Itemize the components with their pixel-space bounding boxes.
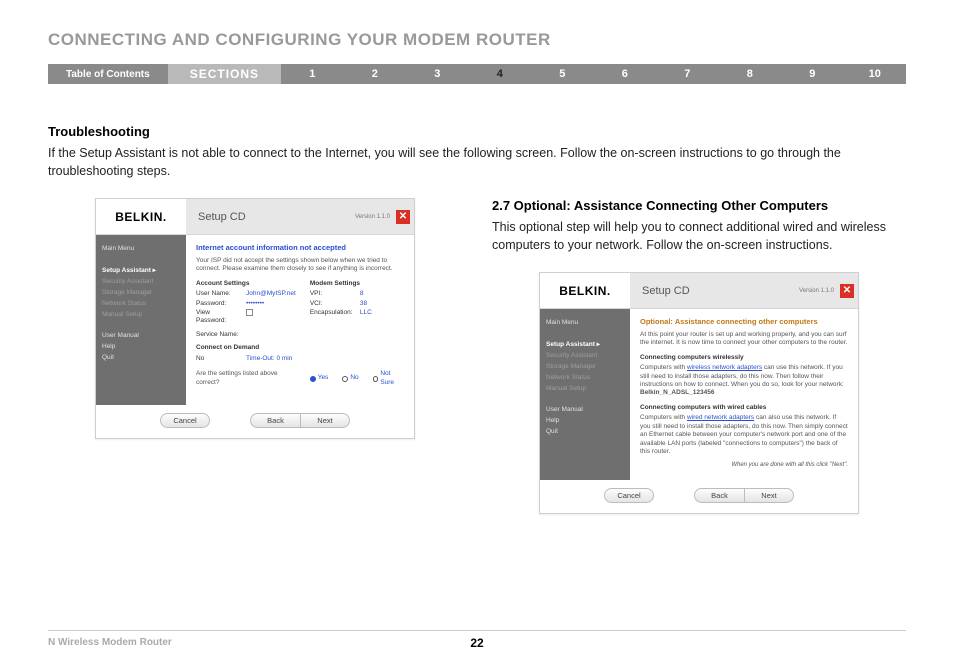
radio-yes[interactable]: Yes: [310, 374, 329, 382]
close-icon[interactable]: ✕: [840, 284, 854, 298]
section-1[interactable]: 1: [281, 64, 344, 84]
footer-product: N Wireless Modem Router: [48, 637, 172, 648]
sidebar-item-main-menu[interactable]: Main Menu: [546, 317, 624, 328]
sidebar-item-security-assistant[interactable]: Security Assistant: [546, 350, 624, 361]
connect-label: No: [196, 355, 242, 363]
wireless-body: Computers with wireless network adapters…: [640, 364, 848, 398]
encap-value: LLC: [360, 309, 372, 317]
sidebar-item-user-manual[interactable]: User Manual: [102, 330, 180, 341]
sidebar-item-manual-setup[interactable]: Manual Setup: [546, 383, 624, 394]
version-label: Version 1.1.0: [799, 288, 834, 294]
settings-correct-question: Are the settings listed above correct?: [196, 370, 296, 387]
sidebar-item-setup-assistant[interactable]: Setup Assistant ▸: [102, 264, 180, 276]
back-button[interactable]: Back: [694, 488, 744, 503]
wired-body: Computers with wired network adapters ca…: [640, 414, 848, 456]
modem-settings-head: Modem Settings: [310, 280, 404, 288]
sidebar-item-quit[interactable]: Quit: [102, 352, 180, 363]
sidebar-item-help[interactable]: Help: [102, 341, 180, 352]
wired-head: Connecting computers with wired cables: [640, 404, 848, 412]
vci-value: 38: [360, 300, 367, 308]
section-nav: Table of Contents SECTIONS 1 2 3 4 5 6 7…: [48, 64, 906, 84]
radio-no[interactable]: No: [342, 374, 358, 382]
sidebar-item-storage-manager[interactable]: Storage Manager: [546, 361, 624, 372]
sidebar-item-user-manual[interactable]: User Manual: [546, 404, 624, 415]
sidebar-item-manual-setup[interactable]: Manual Setup: [102, 309, 180, 320]
toc-link[interactable]: Table of Contents: [48, 64, 168, 84]
footer-page-number: 22: [470, 636, 483, 650]
page-footer: N Wireless Modem Router 22: [48, 630, 906, 648]
body-text-right: This optional step will help you to conn…: [492, 219, 906, 254]
section-10[interactable]: 10: [844, 64, 907, 84]
password-label: Password:: [196, 300, 242, 308]
sidebar-item-storage-manager[interactable]: Storage Manager: [102, 287, 180, 298]
section-8[interactable]: 8: [719, 64, 782, 84]
cancel-button[interactable]: Cancel: [604, 488, 654, 503]
section-6[interactable]: 6: [594, 64, 657, 84]
vci-label: VCI:: [310, 300, 356, 308]
section-5[interactable]: 5: [531, 64, 594, 84]
close-icon[interactable]: ✕: [396, 210, 410, 224]
pane-intro: At this point your router is set up and …: [640, 331, 848, 348]
connect-on-demand-head: Connect on Demand: [196, 344, 296, 352]
next-button[interactable]: Next: [300, 413, 350, 428]
sidebar-item-help[interactable]: Help: [546, 415, 624, 426]
wizard-title: Setup CD: [198, 211, 246, 223]
wizard-connect-others: BELKIN. Setup CD Version 1.1.0 ✕ Main Me…: [539, 272, 859, 514]
sidebar-item-network-status[interactable]: Network Status: [102, 298, 180, 309]
done-note: When you are done with all this click "N…: [640, 462, 848, 470]
subhead-optional: 2.7 Optional: Assistance Connecting Othe…: [492, 198, 906, 213]
network-name: Belkin_N_ADSL_123456: [640, 389, 714, 396]
section-7[interactable]: 7: [656, 64, 719, 84]
next-button[interactable]: Next: [744, 488, 794, 503]
pane-title: Internet account information not accepte…: [196, 243, 404, 253]
wizard-title: Setup CD: [642, 285, 690, 297]
username-value: John@MyISP.net: [246, 290, 296, 298]
belkin-logo: BELKIN.: [540, 284, 630, 298]
pane-title: Optional: Assistance connecting other co…: [640, 317, 848, 327]
sidebar-item-setup-assistant[interactable]: Setup Assistant ▸: [546, 338, 624, 350]
body-text-left: If the Setup Assistant is not able to co…: [48, 145, 906, 180]
cancel-button[interactable]: Cancel: [160, 413, 210, 428]
sections-label: SECTIONS: [168, 64, 281, 84]
sidebar-item-security-assistant[interactable]: Security Assistant: [102, 276, 180, 287]
section-3[interactable]: 3: [406, 64, 469, 84]
subhead-troubleshooting: Troubleshooting: [48, 124, 906, 139]
version-label: Version 1.1.0: [355, 214, 390, 220]
view-password-label: View Password:: [196, 309, 242, 326]
wireless-adapters-link[interactable]: wireless network adapters: [687, 364, 762, 371]
wireless-head: Connecting computers wirelessly: [640, 354, 848, 362]
encap-label: Encapsulation:: [310, 309, 356, 317]
vpi-value: 8: [360, 290, 364, 298]
view-password-checkbox[interactable]: [246, 309, 253, 316]
back-button[interactable]: Back: [250, 413, 300, 428]
sidebar-item-network-status[interactable]: Network Status: [546, 372, 624, 383]
pane-subtext: Your ISP did not accept the settings sho…: [196, 257, 404, 274]
account-settings-head: Account Settings: [196, 280, 296, 288]
wizard-sidebar: Main Menu Setup Assistant ▸ Security Ass…: [96, 235, 186, 405]
section-9[interactable]: 9: [781, 64, 844, 84]
connect-value: Time-Out: 0 min: [246, 355, 292, 363]
wired-adapters-link[interactable]: wired network adapters: [687, 414, 754, 421]
sidebar-item-main-menu[interactable]: Main Menu: [102, 243, 180, 254]
wizard-troubleshooting: BELKIN. Setup CD Version 1.1.0 ✕ Main Me…: [95, 198, 415, 439]
service-name-label: Service Name:: [196, 331, 242, 339]
username-label: User Name:: [196, 290, 242, 298]
sidebar-item-quit[interactable]: Quit: [546, 426, 624, 437]
radio-not-sure[interactable]: Not Sure: [373, 370, 404, 387]
section-4[interactable]: 4: [469, 64, 532, 84]
belkin-logo: BELKIN.: [96, 210, 186, 224]
password-value: ••••••••: [246, 300, 264, 308]
page-heading: CONNECTING AND CONFIGURING YOUR MODEM RO…: [48, 30, 906, 50]
wizard-sidebar: Main Menu Setup Assistant ▸ Security Ass…: [540, 309, 630, 480]
vpi-label: VPI:: [310, 290, 356, 298]
section-2[interactable]: 2: [344, 64, 407, 84]
